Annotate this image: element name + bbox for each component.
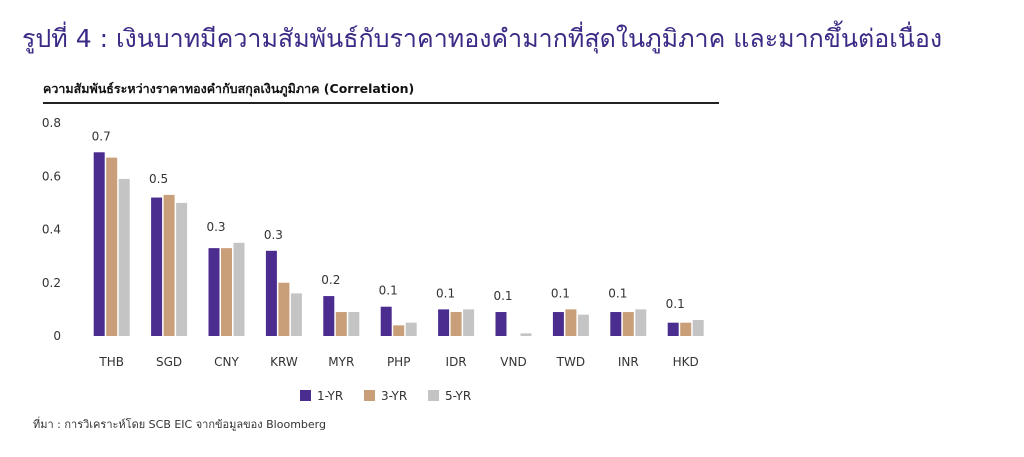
title-divider — [43, 102, 719, 104]
data-label-inr: 0.1 — [608, 286, 627, 300]
data-label-php: 0.1 — [379, 284, 398, 298]
bar-group — [93, 152, 704, 336]
bar-krw-3-yr — [278, 282, 290, 336]
bar-php-1-yr — [380, 306, 392, 336]
bar-cny-1-yr — [208, 248, 220, 336]
bar-krw-1-yr — [265, 250, 277, 336]
bar-php-3-yr — [393, 325, 405, 336]
bar-thb-1-yr — [93, 152, 105, 336]
data-label-myr: 0.2 — [321, 273, 340, 287]
bar-php-5-yr — [405, 322, 417, 336]
y-tick-label: 0.4 — [42, 223, 61, 237]
x-tick-label-krw: KRW — [270, 355, 298, 369]
x-tick-label-thb: THB — [98, 355, 124, 369]
bar-cny-5-yr — [233, 242, 245, 336]
figure-title: รูปที่ 4 : เงินบาทมีความสัมพันธ์กับราคาท… — [22, 24, 943, 53]
bar-thb-3-yr — [106, 157, 118, 336]
bar-idr-5-yr — [463, 309, 475, 336]
bar-sgd-5-yr — [176, 202, 188, 336]
bar-twd-1-yr — [552, 312, 564, 336]
bar-myr-3-yr — [335, 312, 347, 336]
source-note: ที่มา : การวิเคราะห์โดย SCB EIC จากข้อมู… — [33, 418, 326, 431]
x-tick-label-cny: CNY — [214, 355, 239, 369]
bar-myr-1-yr — [323, 296, 335, 336]
bar-myr-5-yr — [348, 312, 360, 336]
x-tick-label-inr: INR — [618, 355, 639, 369]
legend: 1-YR 3-YR 5-YR — [300, 389, 471, 403]
bar-hkd-5-yr — [692, 320, 704, 336]
data-label-twd: 0.1 — [551, 286, 570, 300]
bar-twd-5-yr — [577, 314, 589, 336]
legend-swatch-3-yr — [364, 390, 375, 401]
bar-idr-1-yr — [438, 309, 450, 336]
bar-vnd-5-yr — [520, 333, 532, 336]
data-label-sgd: 0.5 — [149, 172, 168, 186]
data-label-cny: 0.3 — [206, 220, 225, 234]
bar-krw-5-yr — [290, 293, 302, 336]
x-tick-label-myr: MYR — [328, 355, 354, 369]
data-label-krw: 0.3 — [264, 228, 283, 242]
bar-inr-5-yr — [635, 309, 647, 336]
x-tick-label-idr: IDR — [446, 355, 467, 369]
data-label-hkd: 0.1 — [666, 297, 685, 311]
bar-twd-3-yr — [565, 309, 577, 336]
bar-thb-5-yr — [118, 178, 130, 336]
bar-inr-3-yr — [622, 312, 634, 336]
bar-idr-3-yr — [450, 312, 462, 336]
y-tick-label: 0.6 — [42, 169, 61, 183]
bar-sgd-3-yr — [163, 194, 175, 336]
x-tick-label-hkd: HKD — [673, 355, 699, 369]
x-tick-label-php: PHP — [387, 355, 411, 369]
y-tick-label: 0.8 — [42, 116, 61, 130]
bar-sgd-1-yr — [151, 197, 163, 336]
bar-vnd-1-yr — [495, 312, 507, 336]
x-tick-label-twd: TWD — [556, 355, 585, 369]
bar-hkd-1-yr — [667, 322, 679, 336]
x-tick-label-sgd: SGD — [156, 355, 182, 369]
legend-label-1-yr: 1-YR — [317, 389, 343, 403]
x-axis: THB SGD CNY KRW MYR PHP IDR VND TWD INR HKD — [98, 355, 698, 369]
x-tick-label-vnd: VND — [500, 355, 526, 369]
data-labels: 0.7 0.5 0.3 0.3 0.2 0.1 0.1 0.1 0.1 0.1 0.1 — [92, 129, 685, 311]
legend-swatch-1-yr — [300, 390, 311, 401]
legend-swatch-5-yr — [428, 390, 439, 401]
y-axis: 0 0.2 0.4 0.6 0.8 — [42, 116, 61, 343]
bar-inr-1-yr — [610, 312, 622, 336]
bar-cny-3-yr — [221, 248, 232, 336]
data-label-thb: 0.7 — [92, 129, 111, 143]
data-label-idr: 0.1 — [436, 286, 455, 300]
legend-label-3-yr: 3-YR — [381, 389, 407, 403]
bar-hkd-3-yr — [680, 322, 692, 336]
legend-label-5-yr: 5-YR — [445, 389, 471, 403]
chart-title: ความสัมพันธ์ระหว่างราคาทองคำกับสกุลเงินภ… — [43, 81, 415, 96]
y-tick-label: 0.2 — [42, 276, 61, 290]
data-label-vnd: 0.1 — [493, 289, 512, 303]
y-tick-label: 0 — [53, 329, 61, 343]
